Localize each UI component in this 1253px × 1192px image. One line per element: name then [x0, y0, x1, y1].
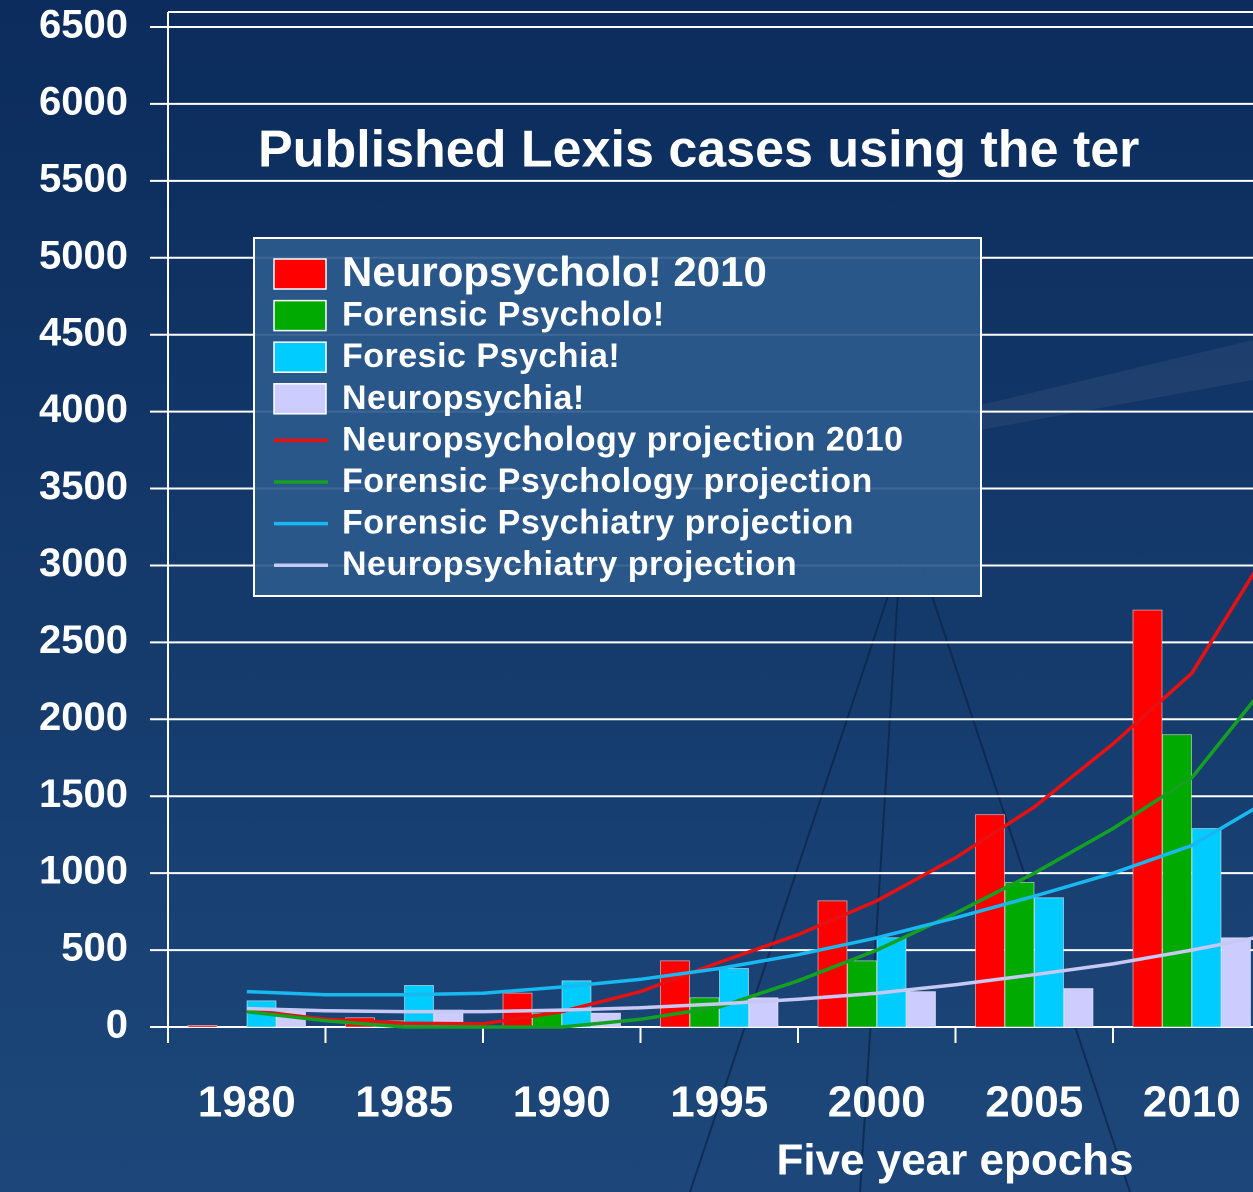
bar — [1162, 734, 1192, 1028]
legend-swatch — [273, 258, 327, 290]
y-tick-label: 3000 — [39, 541, 128, 585]
decor — [960, 340, 1253, 430]
y-tick-label: 2000 — [39, 695, 128, 739]
bar — [906, 991, 936, 1028]
bar — [1191, 828, 1222, 1028]
bar — [1034, 897, 1064, 1028]
legend-swatch — [273, 383, 327, 415]
legend-box — [253, 237, 982, 597]
legend-label: Neuropsycholo! 2010 — [342, 248, 767, 295]
x-tick-label: 1985 — [355, 1078, 453, 1127]
bar — [1221, 937, 1251, 1028]
chart-title: Published Lexis cases using the ter — [258, 121, 1139, 179]
projection-line — [246, 698, 1253, 1029]
marks — [187, 571, 1253, 1029]
legend-swatch — [273, 299, 327, 332]
bar — [404, 985, 434, 1028]
y-tick-label: 5000 — [39, 233, 128, 277]
legend-label: Foresic Psychia! — [342, 337, 620, 375]
y-tick-label: 3500 — [39, 464, 128, 508]
legend-label: Neuropsychology projection 2010 — [342, 420, 904, 458]
bar — [1132, 609, 1163, 1028]
y-tick-label: 4000 — [39, 387, 128, 431]
x-tick-label: 2000 — [828, 1078, 926, 1127]
y-tick-label: 0 — [106, 1003, 128, 1047]
projection-line — [246, 807, 1253, 997]
bar — [1063, 988, 1094, 1028]
legend-label: Forensic Psychology projection — [342, 462, 873, 500]
projection-line — [246, 571, 1253, 1026]
y-tick-label: 500 — [61, 926, 128, 970]
x-tick-label: 1980 — [198, 1078, 296, 1127]
x-axis-label: Five year epochs — [776, 1136, 1133, 1185]
x-tick-label: 2005 — [985, 1078, 1083, 1127]
x-tick-label: 2010 — [1143, 1078, 1241, 1127]
legend-label: Forensic Psycholo! — [342, 296, 665, 334]
projection-line — [246, 936, 1253, 1014]
y-tick-label: 5500 — [39, 156, 128, 200]
y-tick-label: 4500 — [39, 310, 128, 354]
y-tick-label: 1000 — [39, 849, 128, 893]
y-tick-label: 2500 — [39, 618, 128, 662]
legend-label: Forensic Psychiatry projection — [342, 504, 854, 542]
bar — [876, 937, 907, 1028]
legend-label: Neuropsychiatry projection — [342, 545, 797, 583]
x-tick-label: 1990 — [513, 1078, 611, 1127]
legend-swatch — [273, 341, 327, 373]
x-tick-label: 1995 — [670, 1078, 768, 1127]
legend-label: Neuropsychia! — [342, 379, 585, 417]
bar — [187, 1025, 218, 1028]
bar — [975, 814, 1005, 1028]
y-tick-label: 6500 — [39, 3, 128, 47]
y-tick-label: 1500 — [39, 772, 128, 816]
y-tick-label: 6000 — [39, 79, 128, 123]
